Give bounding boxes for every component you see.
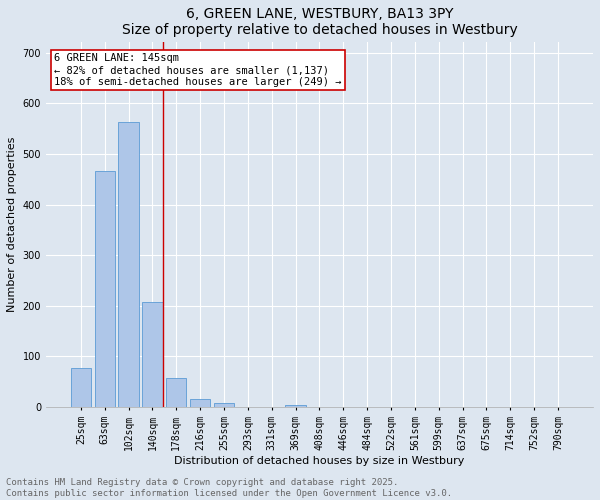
Bar [118,122,139,407]
Bar [286,404,306,407]
Bar [142,302,163,407]
Bar [71,368,91,407]
Text: 6 GREEN LANE: 145sqm
← 82% of detached houses are smaller (1,137)
18% of semi-de: 6 GREEN LANE: 145sqm ← 82% of detached h… [54,54,341,86]
Title: 6, GREEN LANE, WESTBURY, BA13 3PY
Size of property relative to detached houses i: 6, GREEN LANE, WESTBURY, BA13 3PY Size o… [122,7,517,37]
Bar [190,399,211,407]
X-axis label: Distribution of detached houses by size in Westbury: Distribution of detached houses by size … [174,456,464,466]
Y-axis label: Number of detached properties: Number of detached properties [7,137,17,312]
Bar [214,403,234,407]
Text: Contains HM Land Registry data © Crown copyright and database right 2025.
Contai: Contains HM Land Registry data © Crown c… [6,478,452,498]
Bar [95,170,115,407]
Bar [166,378,187,407]
